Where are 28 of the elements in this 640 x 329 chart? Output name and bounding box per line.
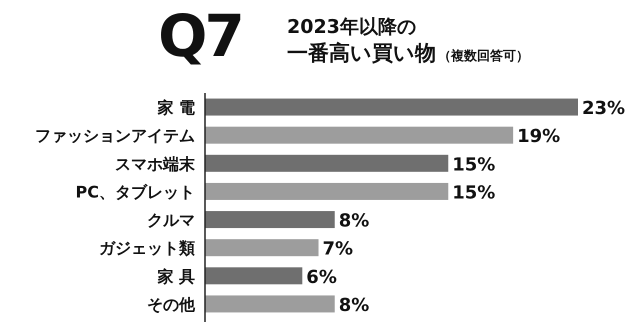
y-tick-label: PC、タブレット	[76, 182, 195, 202]
bar	[205, 154, 448, 172]
bar	[205, 98, 578, 116]
data-label: 8%	[338, 210, 370, 232]
bar	[205, 267, 302, 284]
data-label: 6%	[306, 266, 337, 288]
bar	[205, 211, 335, 228]
chart-subtitle: 2023年以降の	[287, 16, 416, 38]
bar	[205, 239, 319, 256]
data-label: 15%	[452, 182, 496, 204]
bar	[205, 295, 335, 312]
data-label: 23%	[582, 98, 626, 120]
bar	[205, 182, 448, 200]
bar	[205, 126, 514, 144]
data-label: 19%	[517, 126, 560, 148]
y-tick-label: ファッションアイテム	[35, 126, 195, 146]
y-tick-label: その他	[147, 294, 196, 314]
y-tick-label: ガジェット類	[99, 238, 195, 258]
data-label: 8%	[338, 294, 370, 316]
chart-title: Q7	[158, 2, 242, 70]
text: 一番高い買い物	[287, 41, 436, 65]
y-tick-label: 家 具	[156, 266, 195, 286]
y-tick-label: クルマ	[147, 210, 195, 230]
y-tick-label: 家 電	[156, 98, 195, 118]
text: （複数回答可）	[438, 48, 529, 64]
data-label: 7%	[322, 238, 354, 260]
data-label: 15%	[452, 154, 496, 176]
y-tick-label: スマホ端末	[115, 154, 196, 174]
